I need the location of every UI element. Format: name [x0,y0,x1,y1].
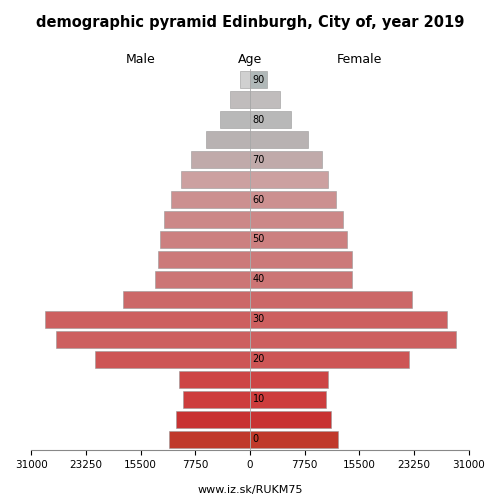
Text: 30: 30 [252,314,264,324]
Bar [250,331,456,348]
Bar [250,351,408,368]
Text: 70: 70 [252,154,265,164]
Bar [250,151,322,168]
Bar [164,211,250,228]
Text: 0: 0 [252,434,258,444]
Bar [250,291,412,308]
Bar [250,71,267,88]
Bar [169,431,250,448]
Bar [250,371,328,388]
Bar [171,191,250,208]
Bar [158,251,250,268]
Bar [180,371,250,388]
Text: 40: 40 [252,274,264,284]
Title: demographic pyramid Edinburgh, City of, year 2019: demographic pyramid Edinburgh, City of, … [36,15,464,30]
Bar [250,111,291,128]
Text: Age: Age [238,52,262,66]
Bar [250,171,328,188]
Bar [206,131,250,148]
Bar [250,91,280,108]
Bar [250,391,326,408]
Bar [230,91,250,108]
Bar [250,211,343,228]
Bar [250,311,448,328]
Bar [181,171,250,188]
Bar [183,391,250,408]
Text: www.iz.sk/RUKM75: www.iz.sk/RUKM75 [197,485,303,495]
Bar [95,351,250,368]
Bar [250,191,336,208]
Bar [250,411,331,428]
Text: 10: 10 [252,394,264,404]
Text: 50: 50 [252,234,265,244]
Bar [56,331,250,348]
Text: 20: 20 [252,354,265,364]
Bar [250,271,352,288]
Bar [160,231,250,248]
Bar [250,251,352,268]
Bar [250,431,338,448]
Text: 80: 80 [252,114,264,124]
Bar [46,311,250,328]
Text: 90: 90 [252,74,264,85]
Bar [155,271,250,288]
Bar [123,291,250,308]
Bar [191,151,250,168]
Text: Male: Male [126,52,156,66]
Bar [240,71,250,88]
Bar [220,111,250,128]
Bar [250,131,308,148]
Text: Female: Female [336,52,382,66]
Bar [176,411,250,428]
Bar [250,231,348,248]
Text: 60: 60 [252,194,264,204]
